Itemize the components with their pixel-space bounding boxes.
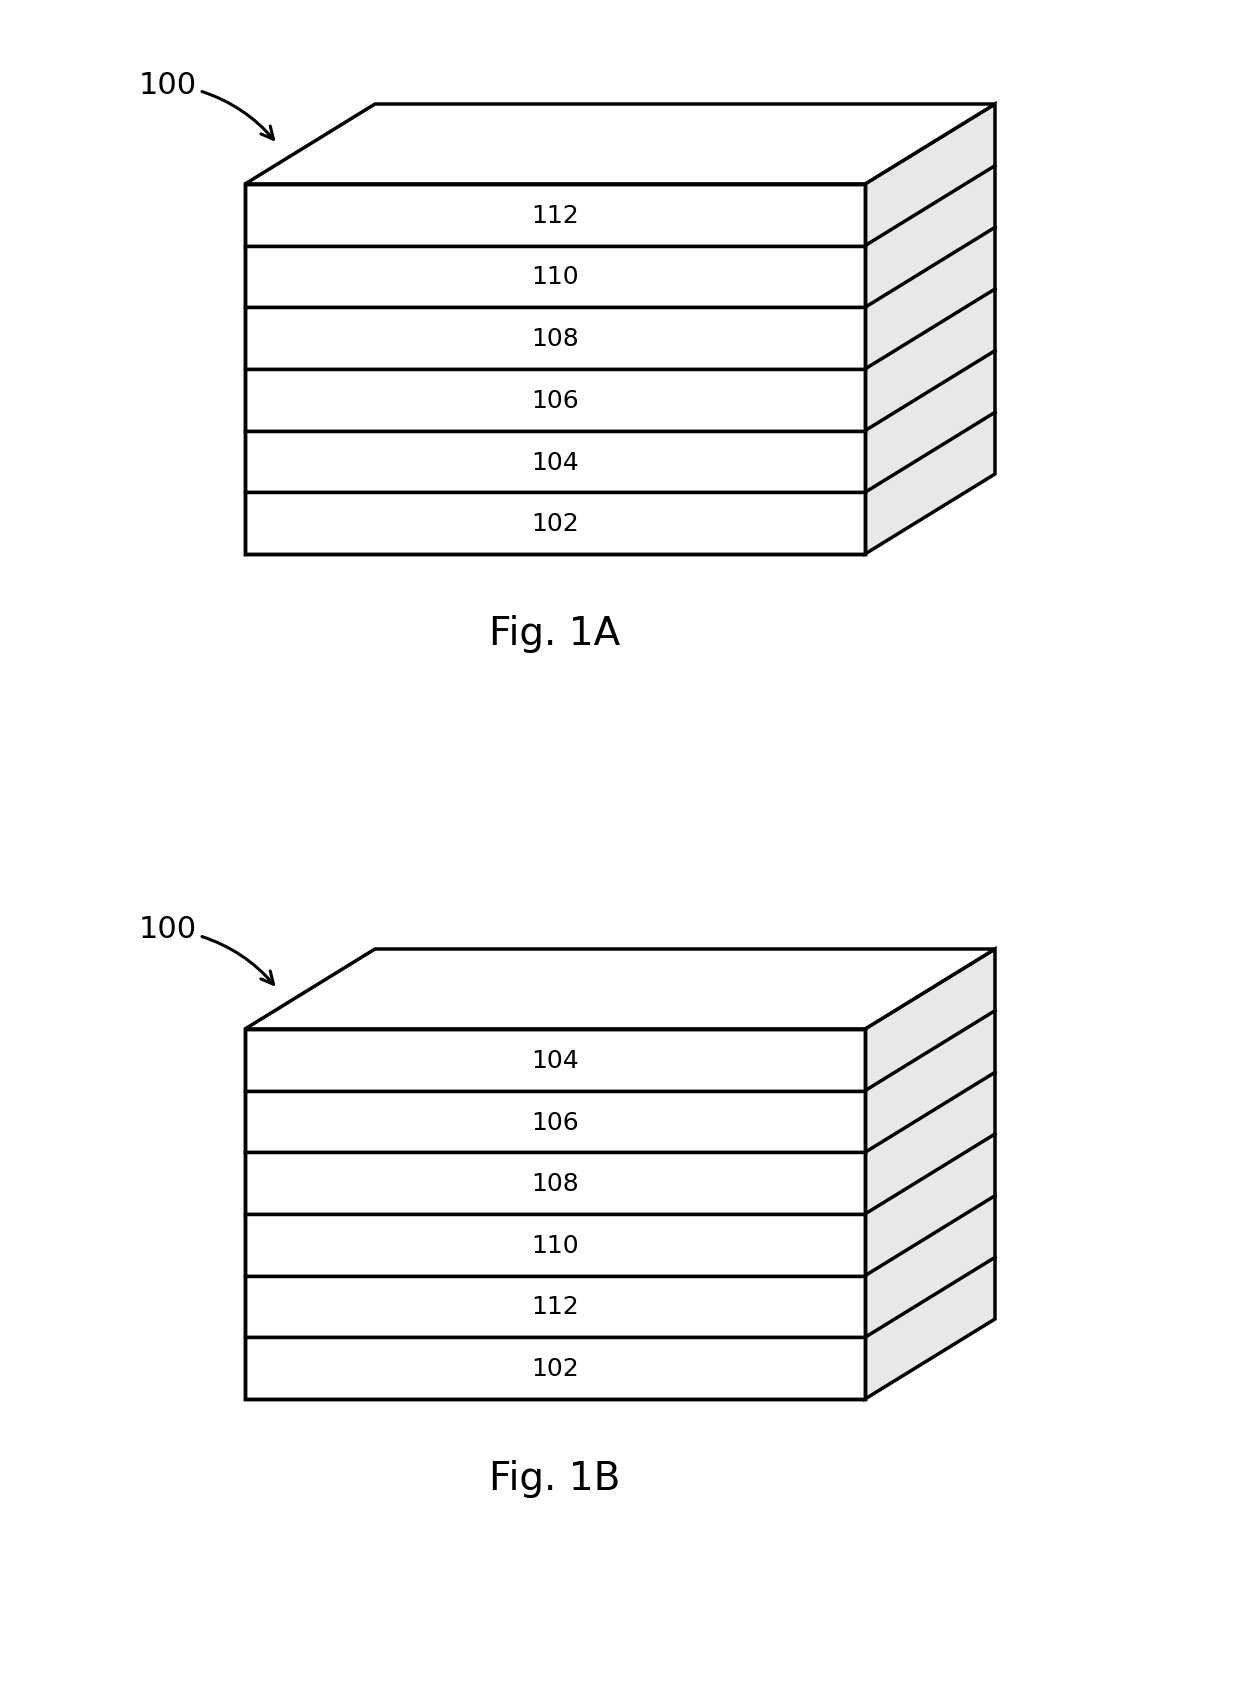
- Polygon shape: [246, 105, 994, 184]
- Bar: [246, 1338, 866, 1398]
- Polygon shape: [246, 949, 994, 1029]
- Text: 100: 100: [139, 71, 274, 140]
- Text: 110: 110: [531, 1233, 579, 1257]
- Text: 100: 100: [139, 915, 274, 985]
- Bar: [246, 370, 866, 431]
- Bar: [246, 307, 866, 370]
- Text: Fig. 1A: Fig. 1A: [490, 615, 621, 652]
- Text: 102: 102: [531, 512, 579, 535]
- Polygon shape: [866, 105, 994, 554]
- Bar: [246, 1091, 866, 1152]
- Bar: [246, 1152, 866, 1214]
- Text: 106: 106: [531, 1110, 579, 1133]
- Bar: [246, 1214, 866, 1275]
- Bar: [246, 1029, 866, 1398]
- Polygon shape: [866, 949, 994, 1398]
- Text: 108: 108: [531, 328, 579, 351]
- Bar: [246, 184, 866, 554]
- Text: 104: 104: [531, 451, 579, 475]
- Text: 108: 108: [531, 1172, 579, 1196]
- Bar: [246, 493, 866, 554]
- Bar: [246, 184, 866, 247]
- Bar: [246, 1275, 866, 1338]
- Text: 112: 112: [531, 1295, 579, 1319]
- Bar: [246, 247, 866, 307]
- Text: 102: 102: [531, 1356, 579, 1380]
- Text: 104: 104: [531, 1049, 579, 1073]
- Text: 110: 110: [531, 265, 579, 289]
- Text: 112: 112: [531, 204, 579, 228]
- Bar: [246, 431, 866, 493]
- Text: Fig. 1B: Fig. 1B: [490, 1459, 621, 1496]
- Bar: [246, 1029, 866, 1091]
- Text: 106: 106: [531, 388, 579, 412]
